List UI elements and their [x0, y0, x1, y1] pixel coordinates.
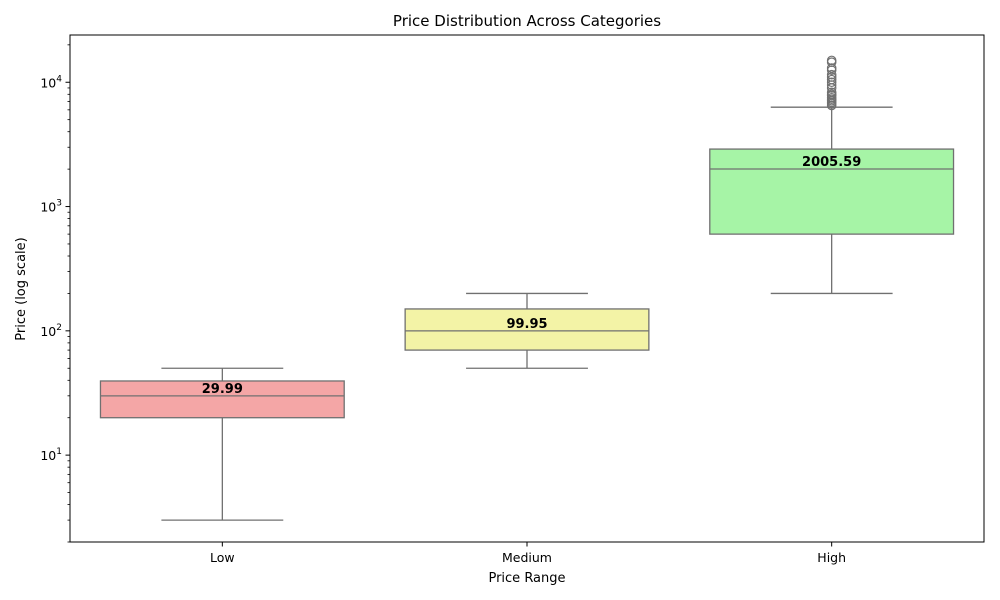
outlier-point	[826, 55, 837, 66]
box-group-medium: 99.95	[404, 292, 650, 369]
x-tick-label: Low	[210, 550, 235, 565]
box-iqr	[404, 308, 650, 351]
box-iqr	[99, 380, 345, 419]
box-group-low: 29.99	[99, 367, 345, 521]
plot-frame	[69, 34, 985, 543]
x-tick-label: Medium	[502, 550, 552, 565]
box-iqr	[709, 148, 955, 235]
outlier-point	[826, 63, 837, 73]
box-group-high: 2005.59	[709, 55, 955, 295]
x-tick-label: High	[817, 550, 846, 565]
outlier-point	[826, 74, 837, 85]
y-tick-label: 104	[40, 74, 62, 90]
outlier-point	[826, 77, 837, 88]
median-value-label: 99.95	[506, 317, 547, 332]
median-value-label: 29.99	[202, 382, 243, 397]
x-axis-label: Price Range	[488, 571, 565, 586]
outlier-point	[826, 69, 837, 80]
plot-area: 29.99 99.95 2005.59	[99, 55, 955, 521]
median-value-label: 2005.59	[802, 155, 861, 170]
y-tick-label: 103	[40, 199, 62, 215]
y-axis-label: Price (log scale)	[14, 237, 29, 340]
chart-title: Price Distribution Across Categories	[393, 12, 661, 30]
outlier-point	[826, 87, 837, 98]
x-axis: Low Medium High	[210, 542, 846, 565]
y-tick-label: 102	[40, 323, 62, 339]
y-axis: 101 102 103 104	[40, 44, 70, 543]
y-tick-label: 101	[40, 447, 62, 463]
outlier-point	[826, 72, 837, 82]
